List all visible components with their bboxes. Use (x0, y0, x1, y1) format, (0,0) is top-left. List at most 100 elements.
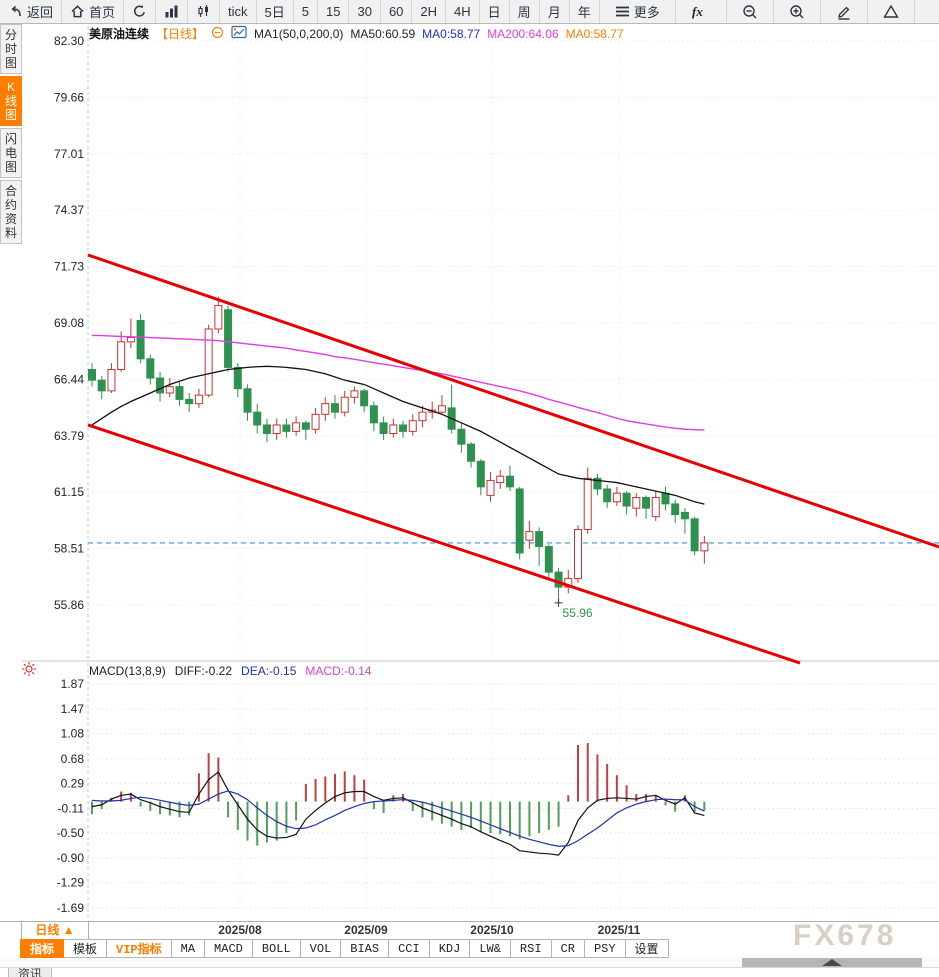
toolbar-draw-button[interactable] (821, 0, 868, 23)
macd-macd-value: MACD:-0.14 (305, 664, 372, 678)
macd-title: MACD(13,8,9) (89, 664, 166, 678)
bottom-tab-indicator[interactable]: 指标 (20, 939, 65, 958)
toolbar-interval-2h[interactable]: 2H (412, 0, 447, 23)
bottom-tab-cci[interactable]: CCI (389, 939, 430, 958)
period-tag: 【日线】 (156, 27, 205, 41)
svg-text:63.79: 63.79 (54, 429, 84, 443)
toolbar-zoom-in-button[interactable] (774, 0, 821, 23)
macd-dea-value: DEA:-0.15 (241, 664, 297, 678)
svg-text:58.51: 58.51 (54, 541, 84, 555)
macd-axis-labels: 1.87 1.47 1.08 0.68 0.29 -0.11 -0.50 -0.90 -1.29… (57, 677, 85, 915)
bottom-tab-kdj[interactable]: KDJ (429, 939, 471, 958)
svg-text:77.01: 77.01 (54, 147, 84, 161)
toolbar-interval-5d[interactable]: 5日 (257, 0, 294, 23)
toolbar-interval-tick[interactable]: tick (220, 0, 257, 23)
toolbar-shapes-button[interactable] (868, 0, 915, 23)
ma0-value-orange: MA0:58.77 (565, 26, 624, 41)
toolbar-zoom-out-button[interactable] (727, 0, 774, 23)
macd-diff-line (91, 771, 705, 856)
ma200-value: MA200:64.06 (487, 26, 559, 41)
toolbar-interval-5m-label: 5 (301, 4, 309, 19)
bottom-tab-cr[interactable]: CR (551, 939, 585, 958)
svg-text:-0.90: -0.90 (57, 851, 85, 865)
svg-text:66.44: 66.44 (54, 372, 84, 386)
ma200-line (91, 334, 705, 431)
toolbar-interval-monthly[interactable]: 月 (540, 0, 570, 23)
toolbar-back-button[interactable]: 返回 (0, 0, 63, 23)
bottom-tab-psy[interactable]: PSY (584, 939, 626, 958)
menu-icon (615, 5, 630, 18)
macd-settings-icon[interactable] (21, 661, 37, 682)
bottom-tab-rsi[interactable]: RSI (510, 939, 552, 958)
x-axis-label-1: 2025/09 (344, 923, 388, 937)
bottom-tab-template[interactable]: 模板 (64, 939, 108, 958)
bottom-tab-settings[interactable]: 设置 (625, 939, 669, 958)
toolbar-interval-monthly-label: 月 (547, 5, 561, 20)
bottom-tab-lw[interactable]: LW& (470, 939, 511, 958)
svg-text:fx: fx (692, 4, 703, 19)
macd-dea-line (91, 790, 705, 847)
toolbar-interval-daily[interactable]: 日 (480, 0, 510, 23)
toolbar-interval-weekly[interactable]: 周 (510, 0, 540, 23)
toolbar-volume-chart-button[interactable] (156, 0, 189, 23)
top-toolbar: 返回 首页 tick 5日 5 15 30 60 2H 4H 日 周 月 年 更多 fx (0, 0, 939, 24)
bottom-tab-vol[interactable]: VOL (300, 939, 342, 958)
grid-lines (22, 26, 939, 919)
toolbar-interval-30m[interactable]: 30 (349, 0, 381, 23)
svg-text:55.96: 55.96 (563, 606, 593, 620)
macd-legend: MACD(13,8,9) DIFF:-0.22 DEA:-0.15 MACD:-… (89, 664, 371, 678)
svg-text:55.86: 55.86 (54, 598, 84, 612)
toolbar-interval-4h[interactable]: 4H (446, 0, 480, 23)
bottom-tab-vip-indicator[interactable]: VIP指标 (107, 939, 172, 958)
collapse-icon[interactable] (211, 26, 224, 42)
toolbar-kline-chart-button[interactable] (188, 0, 221, 23)
chart-badge-icon[interactable] (231, 25, 247, 42)
toolbar-home-button[interactable]: 首页 (62, 0, 125, 23)
toolbar-more-button[interactable]: 更多 (600, 0, 676, 23)
period-selector[interactable]: 日线 ▲ (21, 922, 89, 939)
toolbar-interval-daily-label: 日 (487, 5, 501, 20)
toolbar-interval-2h-label: 2H (420, 4, 438, 19)
price-axis-labels: 82.30 79.66 77.01 74.37 71.73 69.08 66.44 63.79… (54, 34, 84, 612)
home-icon (70, 4, 85, 19)
svg-text:79.66: 79.66 (54, 90, 84, 104)
toolbar-interval-tick-label: tick (228, 4, 248, 19)
toolbar-interval-60m-label: 60 (388, 4, 404, 19)
toolbar-interval-15m-label: 15 (326, 4, 341, 19)
bottom-tab-boll[interactable]: BOLL (252, 939, 301, 958)
triangle-icon (883, 4, 899, 19)
toolbar-interval-yearly[interactable]: 年 (570, 0, 600, 23)
horizontal-scrollbar[interactable] (0, 958, 939, 968)
sidebar-tab-contract-info[interactable]: 合约资料 (0, 180, 22, 244)
toolbar-interval-30m-label: 30 (357, 4, 372, 19)
svg-text:0.29: 0.29 (61, 776, 85, 790)
toolbar-home-button-label: 首页 (89, 5, 116, 20)
toolbar-interval-5m[interactable]: 5 (294, 0, 318, 23)
toolbar-refresh-button[interactable] (124, 0, 157, 23)
svg-text:1.08: 1.08 (61, 727, 85, 741)
refresh-icon (132, 4, 147, 19)
bottom-tab-bias[interactable]: BIAS (341, 939, 390, 958)
svg-text:1.47: 1.47 (61, 702, 85, 716)
svg-text:69.08: 69.08 (54, 316, 84, 330)
watermark: FX678 (793, 919, 897, 952)
toolbar-interval-5d-label: 5日 (264, 5, 285, 20)
svg-text:0.68: 0.68 (61, 752, 85, 766)
svg-text:74.37: 74.37 (54, 203, 84, 217)
ma-settings-label: MA1(50,0,200,0) (254, 26, 344, 41)
toolbar-formula-button[interactable]: fx (676, 0, 727, 23)
bottom-tab-ma[interactable]: MA (171, 939, 206, 958)
sidebar-tab-time-chart[interactable]: 分时图 (0, 24, 22, 74)
toolbar-interval-60m[interactable]: 60 (381, 0, 413, 23)
low-annotation: 55.96 (554, 598, 593, 620)
sidebar-tab-lightning[interactable]: 闪电图 (0, 128, 22, 178)
scrollbar-handle-icon[interactable] (822, 959, 842, 966)
candlestick-series (88, 296, 709, 603)
toolbar-interval-15m[interactable]: 15 (318, 0, 350, 23)
toolbar-back-button-label: 返回 (27, 5, 54, 20)
bottom-tab-macd[interactable]: MACD (205, 939, 253, 958)
